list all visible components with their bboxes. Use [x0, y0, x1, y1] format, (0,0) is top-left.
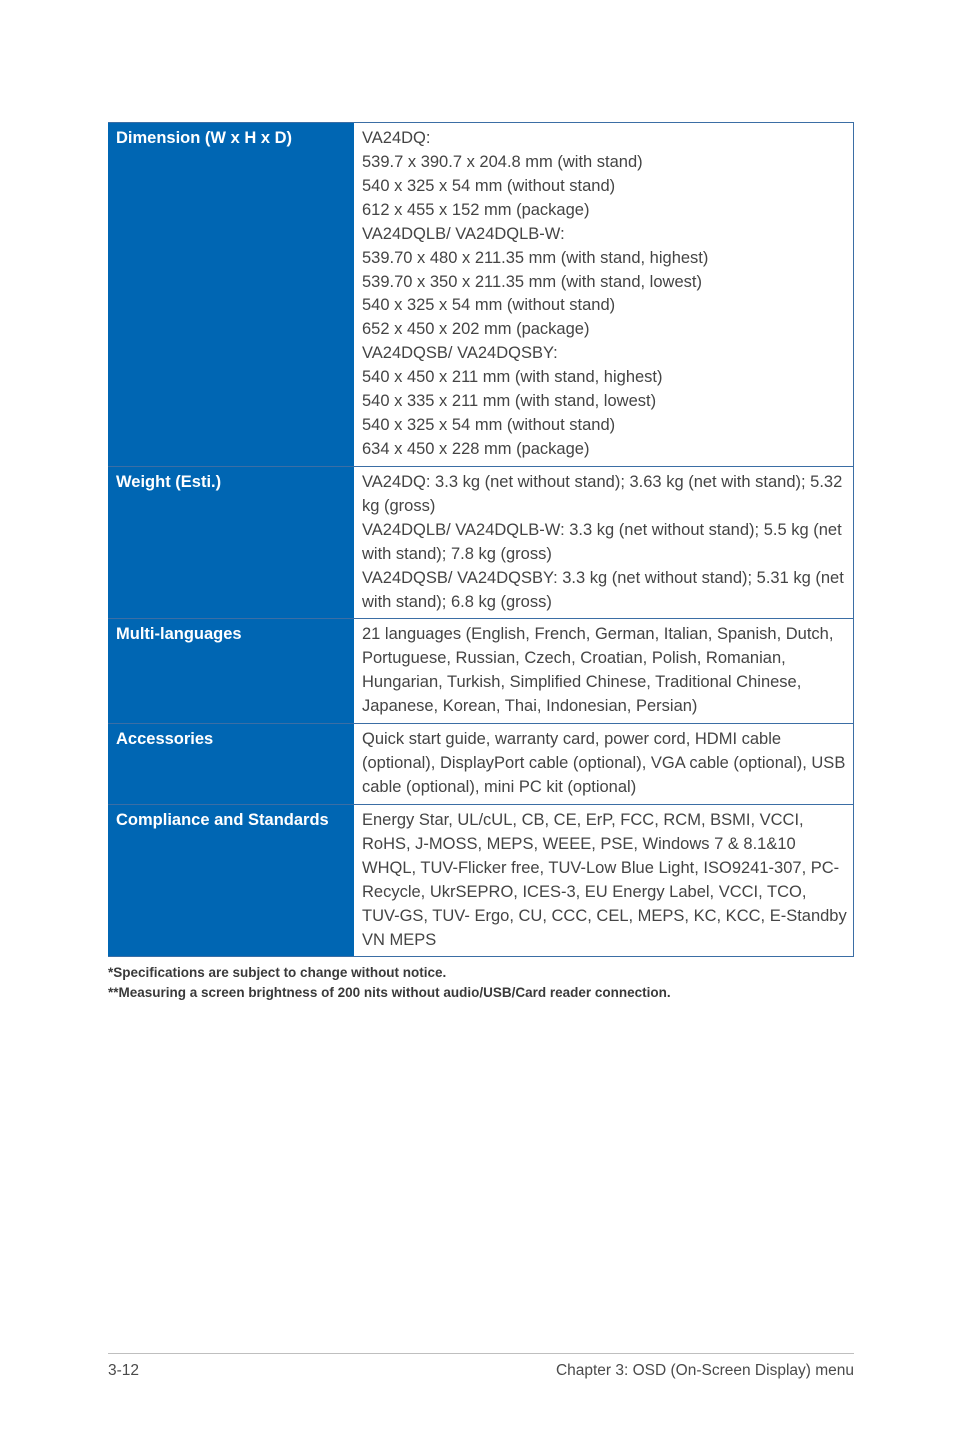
table-row: Accessories Quick start guide, warranty …	[108, 724, 854, 805]
specifications-table: Dimension (W x H x D) VA24DQ: 539.7 x 39…	[108, 122, 854, 957]
footnotes: *Specifications are subject to change wi…	[108, 963, 854, 1002]
footnote-line: **Measuring a screen brightness of 200 n…	[108, 983, 854, 1003]
table-row: Dimension (W x H x D) VA24DQ: 539.7 x 39…	[108, 123, 854, 467]
chapter-title: Chapter 3: OSD (On-Screen Display) menu	[556, 1362, 854, 1380]
spec-label: Weight (Esti.)	[108, 466, 354, 619]
spec-value: VA24DQ: 3.3 kg (net without stand); 3.63…	[354, 466, 854, 619]
spec-label: Multi-languages	[108, 619, 354, 724]
table-row: Multi-languages 21 languages (English, F…	[108, 619, 854, 724]
spec-value: 21 languages (English, French, German, I…	[354, 619, 854, 724]
table-row: Weight (Esti.) VA24DQ: 3.3 kg (net witho…	[108, 466, 854, 619]
spec-value: Quick start guide, warranty card, power …	[354, 724, 854, 805]
spec-value: Energy Star, UL/cUL, CB, CE, ErP, FCC, R…	[354, 804, 854, 957]
spec-value: VA24DQ: 539.7 x 390.7 x 204.8 mm (with s…	[354, 123, 854, 467]
spec-label: Accessories	[108, 724, 354, 805]
page-content: Dimension (W x H x D) VA24DQ: 539.7 x 39…	[0, 0, 954, 1003]
page-number: 3-12	[108, 1362, 139, 1380]
table-row: Compliance and Standards Energy Star, UL…	[108, 804, 854, 957]
spec-label: Compliance and Standards	[108, 804, 354, 957]
spec-label: Dimension (W x H x D)	[108, 123, 354, 467]
page-footer: 3-12 Chapter 3: OSD (On-Screen Display) …	[108, 1353, 854, 1380]
footnote-line: *Specifications are subject to change wi…	[108, 963, 854, 983]
